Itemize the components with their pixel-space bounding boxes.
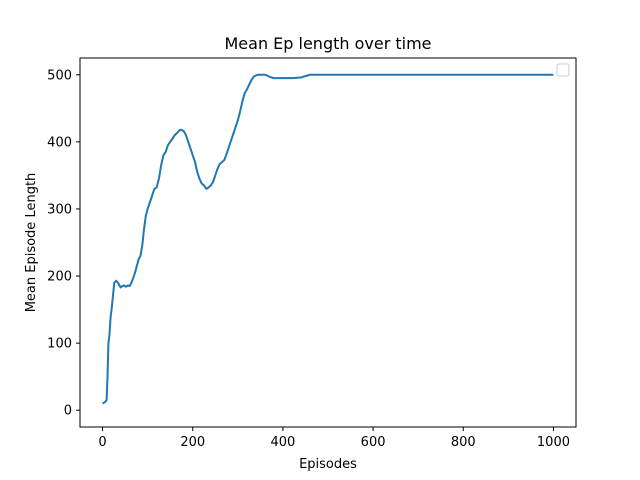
y-tick-label: 200 (47, 270, 72, 285)
x-tick-label: 0 (98, 435, 106, 450)
legend-box (556, 63, 570, 77)
x-tick-label: 200 (180, 435, 205, 450)
x-axis-label: Episodes (299, 457, 357, 472)
y-tick-label: 100 (47, 337, 72, 352)
y-tick-label: 300 (47, 202, 72, 217)
y-tick-label: 500 (47, 68, 72, 83)
plot-area-frame (79, 57, 577, 428)
x-tick-label: 1000 (537, 435, 570, 450)
y-tick-label: 400 (47, 135, 72, 150)
y-tick-label: 0 (64, 404, 72, 419)
chart-title: Mean Ep length over time (224, 34, 431, 53)
series-line-0 (102, 73, 554, 405)
x-tick-label: 400 (270, 435, 295, 450)
x-tick-label: 600 (361, 435, 386, 450)
x-tick-label: 800 (451, 435, 476, 450)
y-axis-label: Mean Episode Length (24, 173, 39, 313)
